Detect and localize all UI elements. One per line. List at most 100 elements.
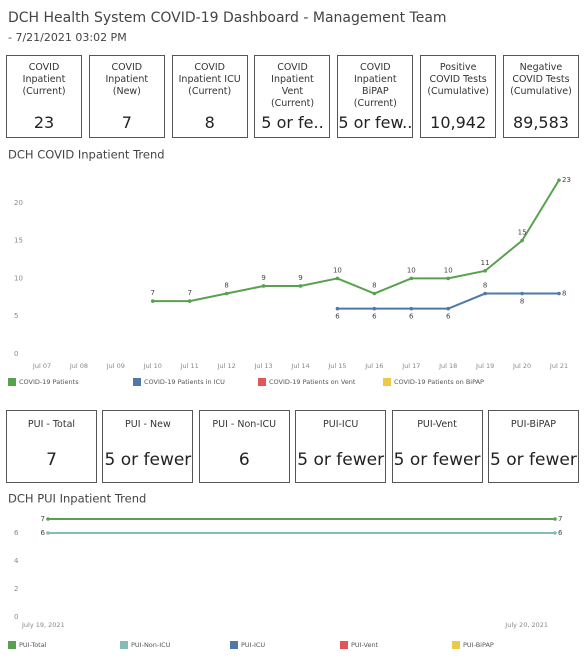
data-point xyxy=(261,284,266,288)
x-tick-label: Jul 18 xyxy=(438,362,457,370)
data-label: 8 xyxy=(520,298,524,306)
data-label: 10 xyxy=(333,266,342,274)
kpi-card: PUI - Total 7 xyxy=(6,410,97,483)
legend-label: COVID-19 Patients on Vent xyxy=(269,378,356,386)
data-label: 8 xyxy=(224,282,228,290)
y-tick-label: 4 xyxy=(14,557,19,565)
data-label: 7 xyxy=(151,289,155,297)
data-point xyxy=(409,306,414,311)
data-point xyxy=(557,291,561,296)
legend-label: PUI-ICU xyxy=(241,641,265,649)
chart-title: DCH PUI Inpatient Trend xyxy=(8,492,146,506)
y-tick-label: 6 xyxy=(14,529,19,537)
kpi-card: COVID Inpatient ICU (Current) 8 xyxy=(171,55,248,138)
x-tick-label: Jul 12 xyxy=(217,362,236,370)
kpi-value: 5 or few.. xyxy=(338,113,413,132)
data-label: 8 xyxy=(562,290,566,298)
kpi-card: COVID Inpatient (New) 7 xyxy=(88,55,165,138)
kpi-card: PUI-BiPAP 5 or fewer xyxy=(487,410,579,483)
data-point xyxy=(46,517,50,521)
legend-swatch xyxy=(383,378,391,386)
kpi-title: COVID Inpatient BiPAP (Current) xyxy=(353,62,397,109)
legend-label: COVID-19 Patients on BiPAP xyxy=(394,378,484,386)
series-line xyxy=(152,179,560,303)
y-tick-label: 5 xyxy=(14,312,18,320)
kpi-value: 23 xyxy=(33,113,55,132)
data-label: 6 xyxy=(335,313,340,321)
legend-label: PUI-BiPAP xyxy=(463,641,494,649)
series-line xyxy=(337,292,559,310)
data-point xyxy=(298,284,303,288)
kpi-card: Positive COVID Tests (Cumulative) 10,942 xyxy=(420,55,497,138)
data-label: 7 xyxy=(187,289,191,297)
kpi-card: PUI - New 5 or fewer xyxy=(102,410,194,483)
kpi-card: PUI-ICU 5 or fewer xyxy=(295,410,387,483)
kpi-value: 10,942 xyxy=(430,113,487,132)
inpatient-trend-chart: DCH COVID Inpatient Trend 0 5 10 15 20 Jul 07 J… xyxy=(8,148,571,386)
legend-label: PUI-Vent xyxy=(351,641,379,649)
kpi-title: PUI-Vent xyxy=(417,419,457,430)
x-tick-label: July 20, 2021 xyxy=(504,621,548,629)
legend-swatch xyxy=(133,378,141,386)
legend-swatch xyxy=(8,378,16,386)
legend-label: COVID-19 Patients in ICU xyxy=(144,378,225,386)
data-label: 8 xyxy=(372,282,376,290)
y-tick-label: 20 xyxy=(14,199,23,207)
kpi-card: Negative COVID Tests (Cumulative) 89,583 xyxy=(502,55,579,138)
kpi-title: COVID Inpatient (New) xyxy=(105,62,149,97)
kpi-title: PUI - Non-ICU xyxy=(212,419,277,430)
data-label: 15 xyxy=(518,229,527,237)
data-label: 10 xyxy=(407,266,416,274)
kpi-title: PUI-BiPAP xyxy=(510,419,556,430)
kpi-value: 5 or fe.. xyxy=(261,113,324,132)
kpi-title: PUI-ICU xyxy=(323,419,359,430)
x-tick-label: Jul 08 xyxy=(69,362,88,370)
kpi-value: 5 or fewer xyxy=(393,450,481,470)
legend-swatch xyxy=(8,641,16,649)
dashboard-subtitle: - 7/21/2021 03:02 PM xyxy=(8,31,127,44)
data-point xyxy=(187,299,192,303)
data-point xyxy=(372,306,377,311)
kpi-value: 7 xyxy=(46,450,57,470)
legend-swatch xyxy=(452,641,460,649)
data-point xyxy=(446,276,451,281)
x-tick-label: Jul 10 xyxy=(143,362,162,370)
kpi-row: COVID Inpatient (Current) 23 COVID Inpatie… xyxy=(6,55,579,138)
kpi-value: 5 or fewer xyxy=(297,450,385,470)
kpi-value: 5 or fewer xyxy=(490,450,577,470)
kpi-value: 8 xyxy=(204,113,215,132)
kpi-title: Negative COVID Tests (Cumulative) xyxy=(510,62,572,97)
kpi-card: PUI-Vent 5 or fewer xyxy=(391,410,483,483)
data-point xyxy=(520,238,524,243)
x-tick-label: Jul 11 xyxy=(180,362,199,370)
y-tick-label: 0 xyxy=(14,350,18,358)
legend-label: PUI-Total xyxy=(19,641,47,649)
data-point xyxy=(553,531,557,535)
legend-label: PUI-Non-ICU xyxy=(131,641,171,649)
data-label: 7 xyxy=(41,515,45,523)
kpi-card: PUI - Non-ICU 6 xyxy=(198,410,290,483)
data-label: 9 xyxy=(261,274,265,282)
x-tick-label: Jul 19 xyxy=(475,362,494,370)
data-label: 23 xyxy=(562,176,571,184)
pui-trend-chart: DCH PUI Inpatient Trend 0 2 4 6 July 19, 2021… xyxy=(8,492,563,649)
data-point xyxy=(372,291,377,296)
data-label: 6 xyxy=(409,313,414,321)
y-tick-label: 10 xyxy=(14,274,23,282)
legend-swatch xyxy=(258,378,266,386)
legend-swatch xyxy=(230,641,238,649)
data-point xyxy=(520,291,524,296)
dashboard-title: DCH Health System COVID-19 Dashboard - M… xyxy=(8,10,447,26)
data-point xyxy=(46,531,50,535)
kpi-value: 7 xyxy=(121,113,132,132)
data-point xyxy=(335,276,340,281)
data-label: 6 xyxy=(41,529,46,537)
data-point xyxy=(557,178,561,182)
kpi-value: 89,583 xyxy=(512,113,569,132)
data-point xyxy=(446,306,451,311)
legend-swatch xyxy=(120,641,128,649)
kpi-title: PUI - New xyxy=(125,419,171,430)
data-label: 9 xyxy=(298,274,302,282)
x-tick-label: Jul 20 xyxy=(512,362,531,370)
